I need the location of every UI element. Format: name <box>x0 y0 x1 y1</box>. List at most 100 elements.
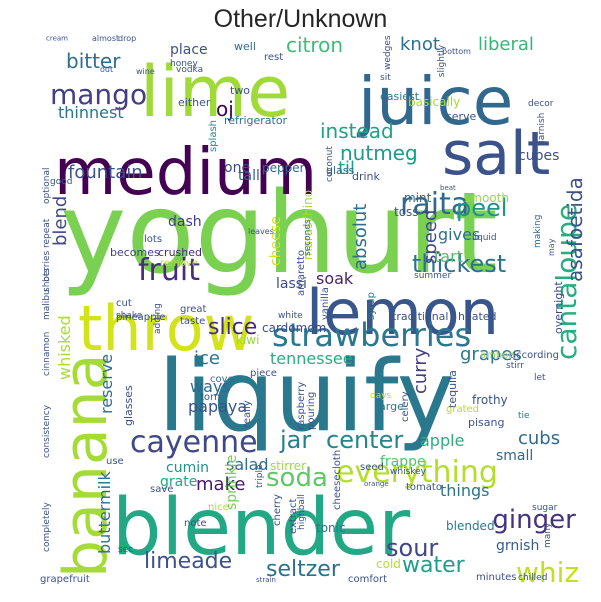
word-water: water <box>402 553 466 578</box>
word-rest: rest <box>264 52 283 63</box>
word-strawberries: strawberries <box>272 316 471 354</box>
word-throw: throw <box>78 292 254 365</box>
word-wedges: wedges <box>383 35 393 70</box>
word-things: things <box>440 481 490 500</box>
word-everything: everything <box>336 455 498 490</box>
word-sugar: sugar <box>532 503 558 513</box>
word-overnight: overnight <box>552 281 565 334</box>
word-almost: almost <box>92 34 119 43</box>
word-fruit: fruit <box>138 253 200 288</box>
word-let: let <box>534 373 546 383</box>
word-pineapple: pineapple <box>116 312 165 323</box>
word-may: may <box>547 238 556 256</box>
word-apple: apple <box>420 431 464 450</box>
word-stirrer: stirrer <box>270 459 306 473</box>
word-medium: medium <box>54 136 317 210</box>
word-til: til <box>338 158 355 179</box>
word-consistency: consistency <box>42 404 52 458</box>
word-grnish: grnish <box>496 538 539 554</box>
word-speed: speed <box>420 210 441 264</box>
word-mango: mango <box>50 78 147 111</box>
word-cumin: cumin <box>166 460 209 476</box>
word-toss: toss <box>394 205 419 219</box>
word-malibu: malibu <box>42 289 52 320</box>
word-ways: ways <box>190 377 231 396</box>
word-grate: grate <box>160 474 197 490</box>
word-tall: tall <box>238 168 260 184</box>
word-comfort: comfort <box>348 574 387 584</box>
word-bottom: bottom <box>442 47 471 56</box>
word-bitter: bitter <box>66 49 121 73</box>
word-leaves: leaves <box>248 227 274 236</box>
word-well: well <box>234 40 256 53</box>
word-blender: blender <box>112 483 411 573</box>
word-large: large <box>376 400 404 413</box>
word-vanilla: vanilla <box>320 287 331 320</box>
word-frappe: frappe <box>380 454 426 470</box>
word-pisang: pisang <box>468 416 504 429</box>
word-nice: nice <box>208 502 229 513</box>
word-peel: peel <box>456 194 507 222</box>
word-thinnest: thinnest <box>58 103 124 122</box>
word-yoghurt: yoghurt <box>60 169 498 299</box>
word-minutes: minutes <box>476 572 516 583</box>
word-garnish: garnish <box>537 113 547 146</box>
word-many: many <box>543 522 553 548</box>
word-torn: torn <box>200 392 220 403</box>
word-dash: dash <box>168 214 202 230</box>
word-curry: curry <box>410 347 431 394</box>
word-decor: decor <box>528 99 554 109</box>
word-really: really <box>242 400 253 428</box>
word-stirr: stirr <box>506 361 524 371</box>
word-buttermilk: buttermilk <box>95 471 114 554</box>
word-papaya: papaya <box>188 397 247 416</box>
word-nutmeg: nutmeg <box>340 141 418 165</box>
word-drop: drop <box>118 34 136 43</box>
word-save: save <box>150 484 173 495</box>
word-completely: completely <box>42 501 52 552</box>
word-cover: cover <box>210 374 239 385</box>
word-smooth: smooth <box>464 191 509 205</box>
word-easiest: easiest <box>380 90 420 103</box>
word-tomato: tomato <box>406 482 442 493</box>
word-place: place <box>170 42 208 58</box>
word-soda: soda <box>266 463 328 493</box>
word-splash: splash <box>208 120 219 152</box>
word-grapefruit: grapefruit <box>40 574 90 584</box>
word-crushed: crushed <box>158 246 202 259</box>
word-repeat: repeat <box>42 218 52 248</box>
word-orange: orange <box>364 480 389 488</box>
word-note: note <box>184 518 207 529</box>
word-drink: drink <box>352 170 381 183</box>
word-coconut: coconut <box>325 146 335 182</box>
word-grated: grated <box>446 404 479 415</box>
word-lemon: lemon <box>306 276 499 349</box>
word-limeade: limeade <box>144 549 232 574</box>
word-beat: beat <box>440 184 456 192</box>
word-knot: knot <box>400 34 440 55</box>
word-thickest: thickest <box>412 250 506 278</box>
word-make: make <box>196 474 245 495</box>
word-traditional: traditional <box>392 310 448 323</box>
word-reserve: reserve <box>97 354 116 414</box>
word-maraschino: maraschino <box>301 190 315 260</box>
word-shake: shake <box>116 311 143 321</box>
word-two: two <box>230 84 250 97</box>
word-ambon: ambon <box>480 350 515 361</box>
word-jar: jar <box>279 426 311 454</box>
word-white: white <box>278 311 303 321</box>
word-tonic: tonic <box>316 521 346 535</box>
word-cubs: cubs <box>518 428 560 449</box>
word-honey: honey <box>170 59 198 69</box>
word-one: one <box>224 160 250 176</box>
word-making: making <box>533 215 543 248</box>
word-cardomom: cardomom <box>262 321 326 335</box>
word-cold: cold <box>376 557 401 571</box>
word-slice: slice <box>208 315 257 340</box>
word-kiwi: kiwi <box>236 333 259 347</box>
word-highball: highball <box>297 494 307 530</box>
word-berries: berries <box>42 250 52 282</box>
word-mint: mint <box>404 191 432 205</box>
word-good: good <box>50 177 72 187</box>
